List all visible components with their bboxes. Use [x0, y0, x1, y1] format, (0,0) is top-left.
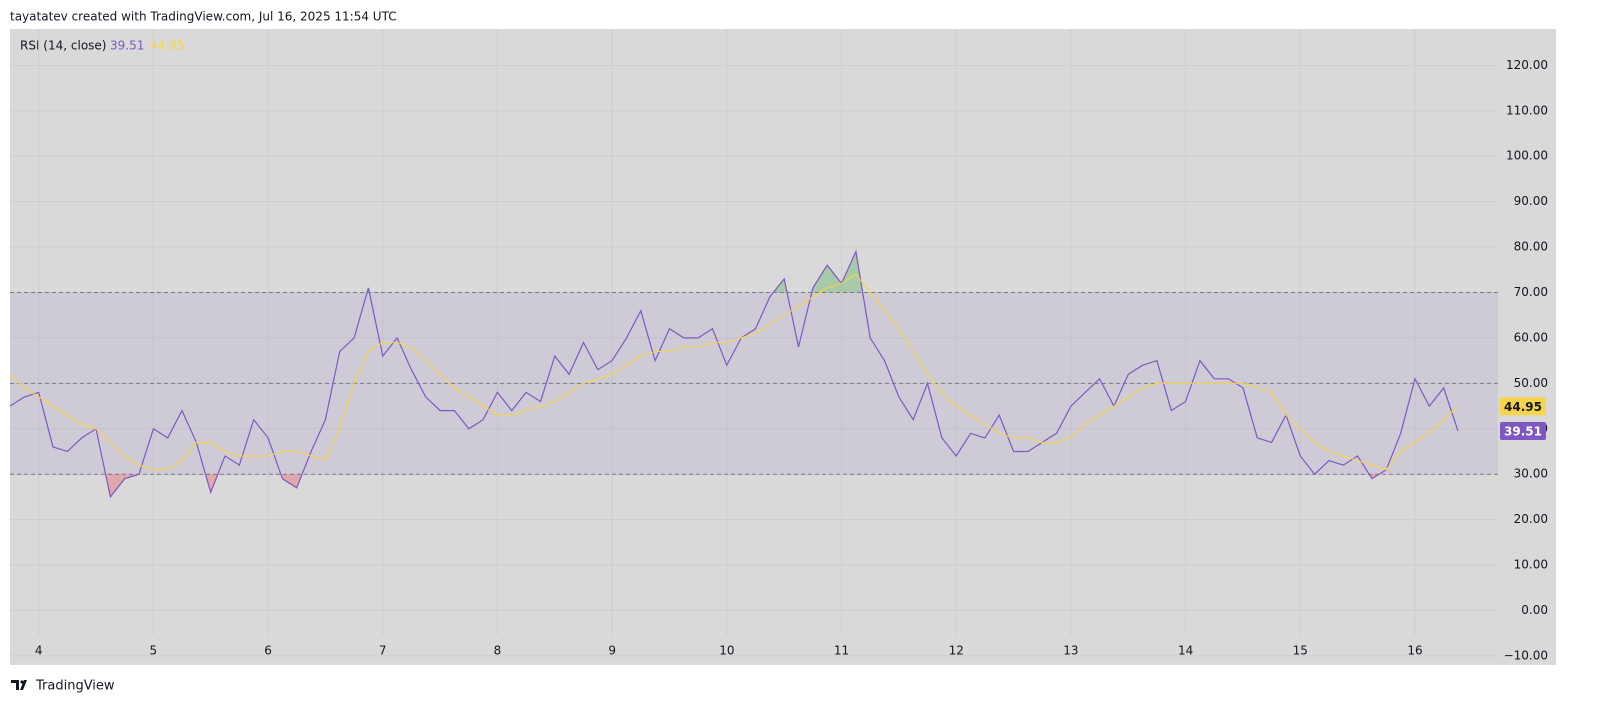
logo	[11, 680, 27, 690]
y-tick-label: 10.00	[1514, 558, 1548, 572]
y-tick-label: 30.00	[1514, 467, 1548, 481]
price-tag-label: 44.95	[1504, 400, 1542, 414]
y-tick-label: 60.00	[1514, 330, 1548, 344]
x-tick-label: 6	[264, 644, 272, 658]
x-tick-label: 12	[949, 644, 964, 658]
x-tick-label: 11	[834, 644, 849, 658]
x-tick-label: 4	[35, 644, 43, 658]
y-tick-label: 120.00	[1506, 58, 1548, 72]
x-tick-label: 10	[719, 644, 734, 658]
y-tick-label: 100.00	[1506, 149, 1548, 163]
x-tick-label: 8	[494, 644, 502, 658]
legend-value: 39.51	[110, 39, 144, 53]
series-line	[9, 249, 1459, 499]
x-tick-label: 14	[1178, 644, 1193, 658]
x-tick-label: 15	[1293, 644, 1308, 658]
x-tick-label: 16	[1407, 644, 1422, 658]
price-tag-label: 39.51	[1504, 424, 1542, 438]
price-tag	[1500, 421, 1546, 440]
y-tick-label: 90.00	[1514, 194, 1548, 208]
legend-title: RSI (14, close)	[20, 39, 106, 53]
x-tick-label: 13	[1063, 644, 1078, 658]
legend-value: 44.95	[150, 39, 184, 53]
y-tick-label: 110.00	[1506, 103, 1548, 117]
y-tick-label: 50.00	[1514, 376, 1548, 390]
price-tag	[1500, 397, 1546, 416]
series-line	[9, 273, 1459, 471]
footer: TradingView	[35, 679, 115, 694]
y-tick-label: 70.00	[1514, 285, 1548, 299]
x-tick-label: 9	[608, 644, 616, 658]
y-tick-label: 20.00	[1514, 512, 1548, 526]
y-tick-label: 0.00	[1521, 603, 1548, 617]
x-tick-label: 7	[379, 644, 387, 658]
x-tick-label: 5	[150, 644, 158, 658]
y-tick-label: −10.00	[1504, 648, 1548, 662]
header: tayatatev created with TradingView.com, …	[10, 10, 397, 24]
y-tick-label: 80.00	[1514, 240, 1548, 254]
